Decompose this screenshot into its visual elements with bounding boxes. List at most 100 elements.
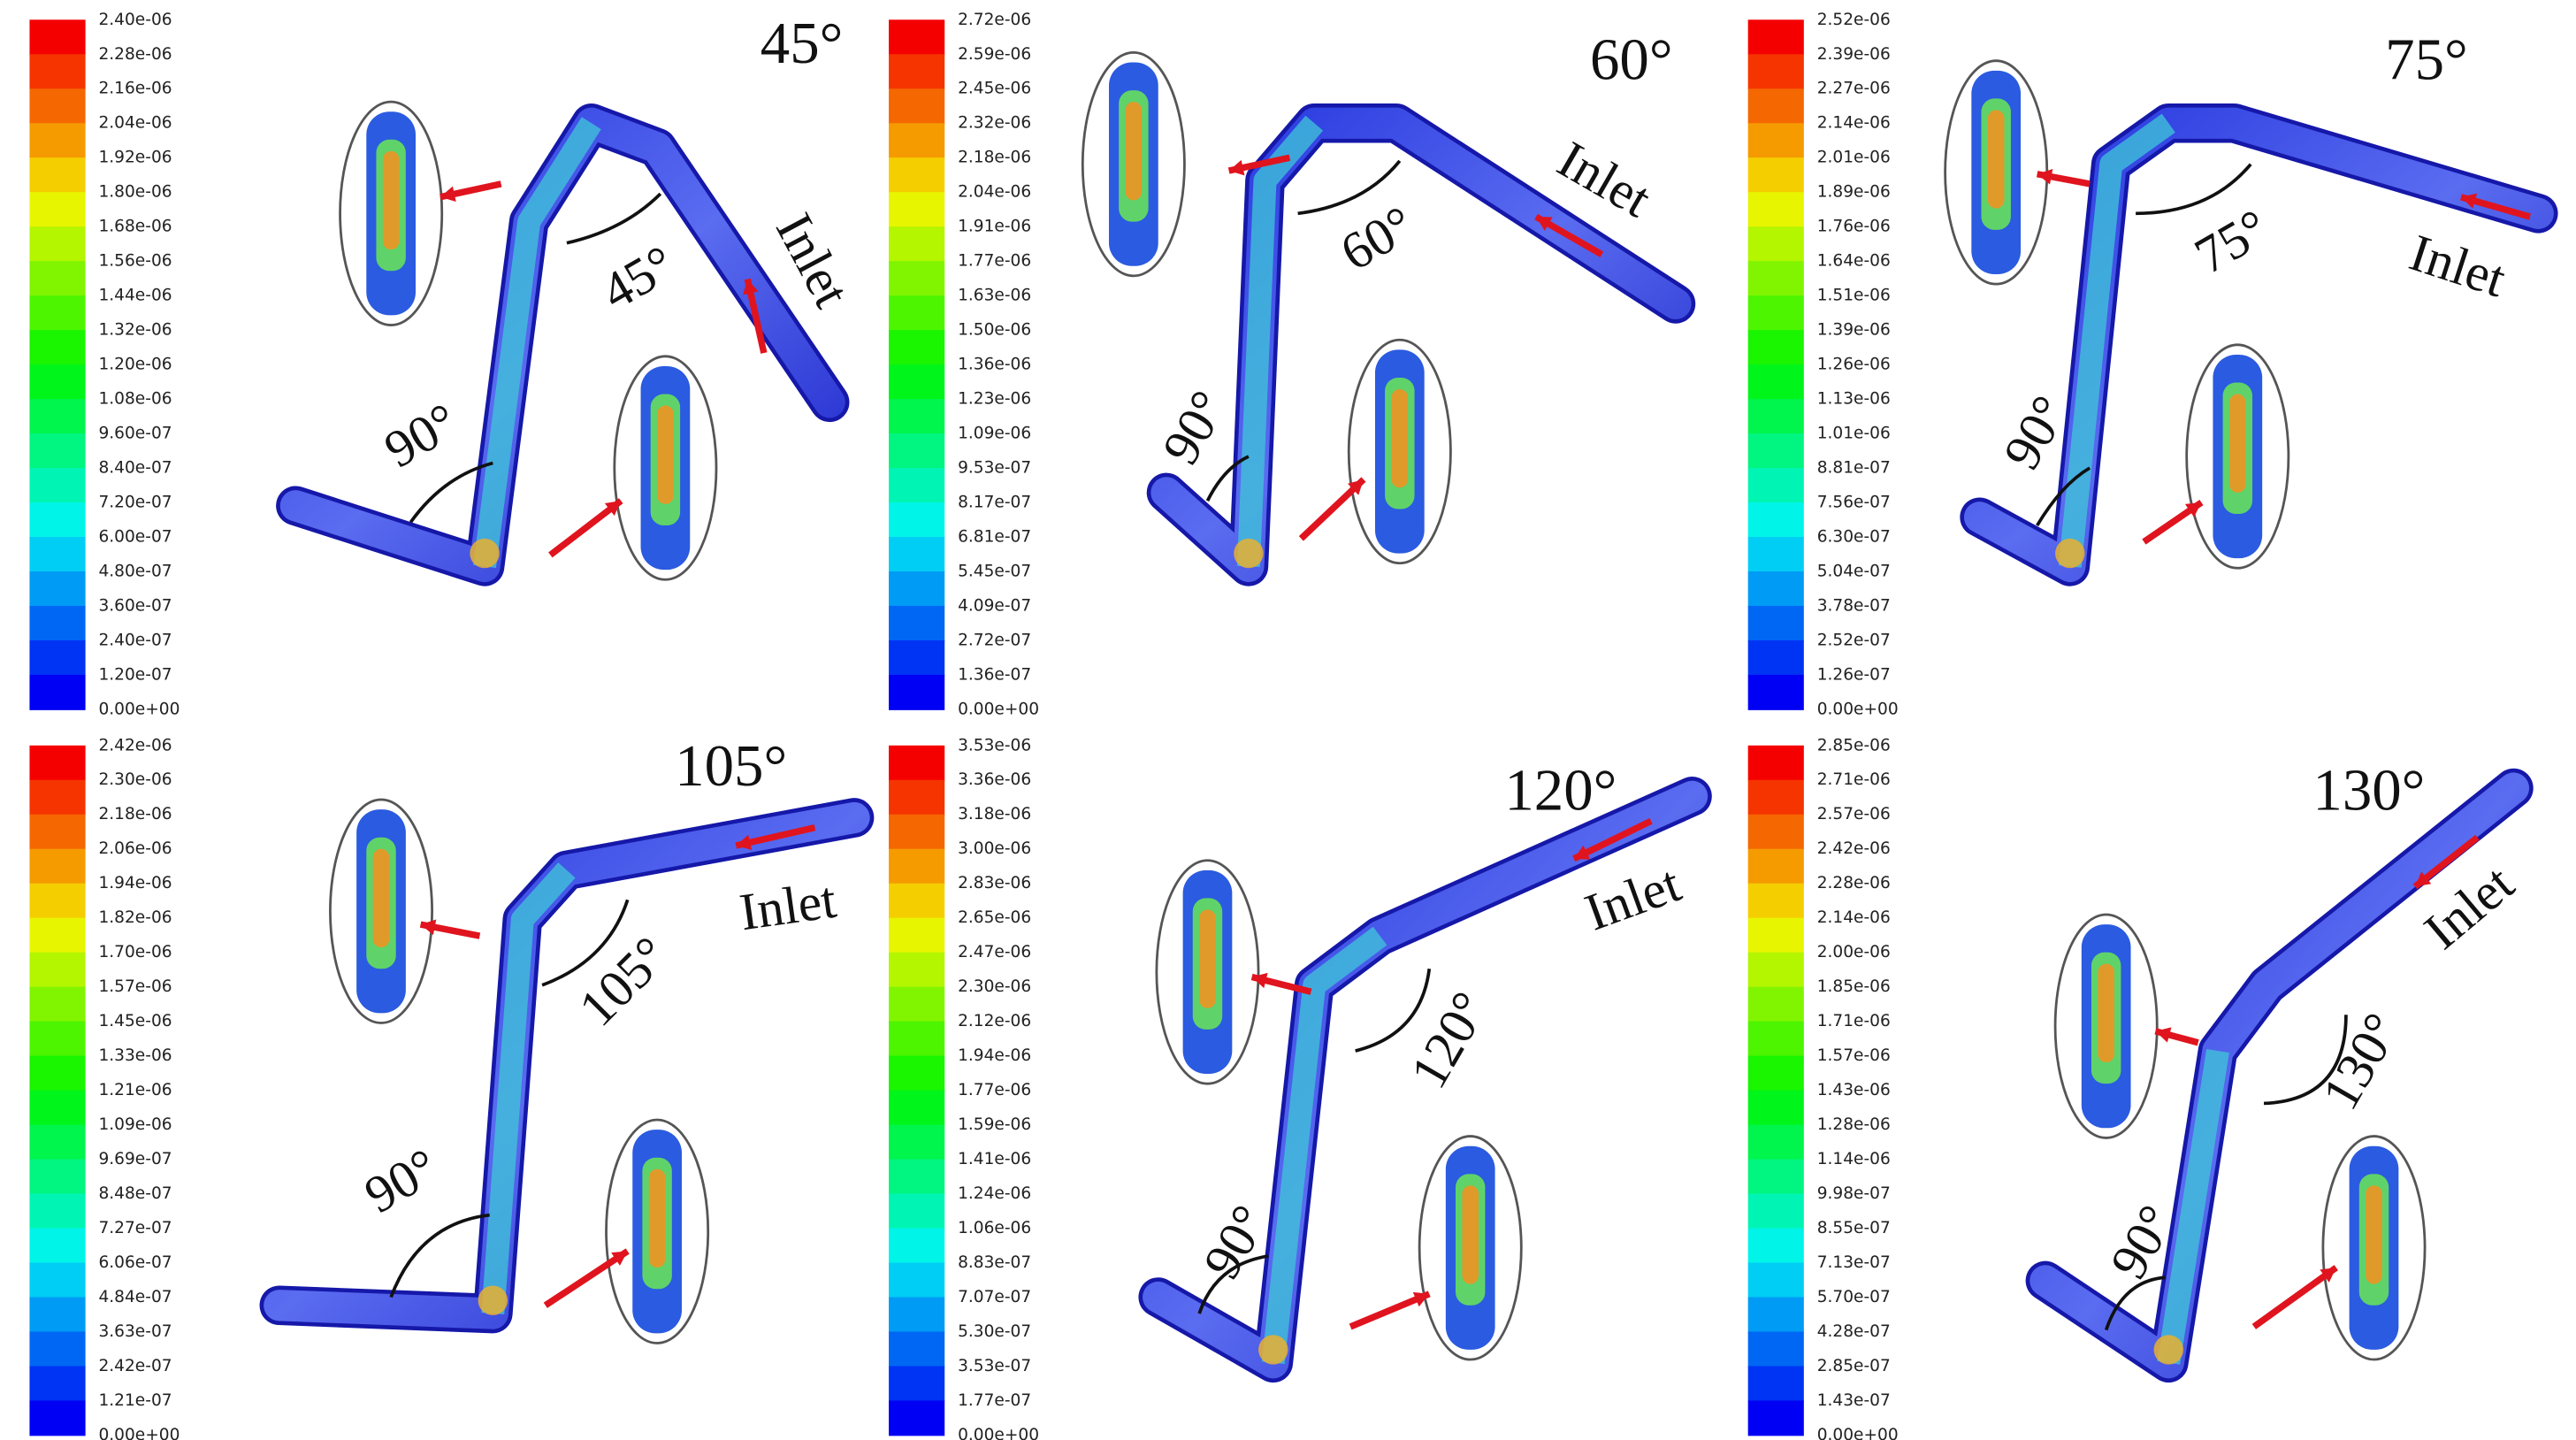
arrow-head xyxy=(611,1251,628,1266)
colorbar-band xyxy=(29,952,86,988)
colorbar-label: 1.94e-06 xyxy=(958,1046,1031,1065)
colorbar-label: 2.72e-06 xyxy=(958,11,1031,29)
colorbar-band xyxy=(1747,330,1804,366)
colorbar-label: 2.42e-07 xyxy=(98,1357,172,1375)
colorbar-band xyxy=(1747,192,1804,228)
colorbar-band xyxy=(1747,88,1804,125)
colorbar-band xyxy=(889,952,945,988)
arrow-head xyxy=(736,834,753,851)
colorbar-label: 1.57e-06 xyxy=(1817,1046,1891,1065)
colorbar-label: 3.78e-07 xyxy=(1817,596,1891,615)
arrow-head xyxy=(2414,871,2432,887)
colorbar-label: 4.84e-07 xyxy=(98,1288,172,1306)
colorbar-band xyxy=(1747,1331,1804,1367)
bend-angle: 120° xyxy=(1399,982,1500,1098)
colorbar-label: 1.76e-06 xyxy=(1817,218,1891,236)
colorbar-band xyxy=(1747,745,1804,781)
colorbar-label: 2.04e-06 xyxy=(98,114,172,133)
angle-arc xyxy=(389,1213,490,1298)
colorbar-band xyxy=(29,295,86,332)
arrow-head xyxy=(420,919,437,935)
colorbar-label: 1.26e-06 xyxy=(1817,356,1891,374)
inset-hot xyxy=(648,1168,666,1268)
colorbar-label: 8.81e-07 xyxy=(1817,459,1891,478)
inset-hot xyxy=(382,150,400,250)
colorbar-label: 1.85e-06 xyxy=(1817,977,1891,996)
colorbar-label: 7.27e-07 xyxy=(98,1219,172,1237)
angle-arc xyxy=(1197,1254,1269,1314)
panel-title: 120° xyxy=(1504,758,1617,823)
angle-arc xyxy=(409,461,493,524)
colorbar-band xyxy=(889,123,945,159)
colorbar-label: 2.72e-07 xyxy=(958,631,1031,649)
colorbar-label: 0.00e+00 xyxy=(98,700,180,718)
colorbar-label: 1.32e-06 xyxy=(98,321,172,340)
panel: 2.42e-06 2.30e-06 2.18e-06 2.06e-06 1.94e-06… xyxy=(29,733,875,1440)
colorbar-label: 9.60e-07 xyxy=(98,425,172,443)
colorbar-label: 1.21e-06 xyxy=(98,1081,172,1099)
panel-title: 75° xyxy=(2385,27,2468,93)
colorbar-band xyxy=(29,1090,86,1126)
colorbar-label: 2.16e-06 xyxy=(98,80,172,98)
arrow-head xyxy=(2184,502,2202,517)
colorbar-band xyxy=(1747,1228,1804,1264)
colorbar-band xyxy=(889,605,945,641)
colorbar-label: 2.14e-06 xyxy=(1817,908,1891,927)
inset-hot xyxy=(372,848,390,948)
colorbar-band xyxy=(29,917,86,954)
colorbar-band xyxy=(29,330,86,366)
colorbar-label: 2.18e-06 xyxy=(958,149,1031,167)
pipe-hot-spot xyxy=(2055,538,2085,569)
colorbar-label: 8.48e-07 xyxy=(98,1184,172,1203)
colorbar-label: 2.42e-06 xyxy=(98,736,172,754)
angle-arc xyxy=(2036,466,2091,526)
colorbar-label: 3.63e-07 xyxy=(98,1322,172,1341)
colorbar-band xyxy=(889,779,945,816)
colorbar-label: 4.80e-07 xyxy=(98,563,172,581)
arrow-head xyxy=(1412,1291,1430,1307)
colorbar-band xyxy=(889,1090,945,1126)
colorbar-label: 1.33e-06 xyxy=(98,1046,172,1065)
colorbar-label: 5.30e-07 xyxy=(958,1322,1031,1341)
colorbar-band xyxy=(1747,157,1804,194)
pipe-hot-zone xyxy=(1261,926,1387,1365)
colorbar-label: 1.63e-06 xyxy=(958,287,1031,305)
inlet-label: Inlet xyxy=(2403,223,2512,309)
colorbar-label: 2.85e-07 xyxy=(1817,1357,1891,1375)
pipe-hot-zone xyxy=(2157,1049,2229,1365)
colorbar-label: 1.21e-07 xyxy=(98,1391,172,1410)
bend-angle: 105° xyxy=(568,925,680,1037)
colorbar-label: 6.06e-07 xyxy=(98,1253,172,1272)
colorbar-label: 3.36e-06 xyxy=(958,770,1031,789)
colorbar-band xyxy=(1747,1021,1804,1057)
angle-arc xyxy=(2104,1275,2166,1331)
colorbar-band xyxy=(1747,226,1804,263)
colorbar-band xyxy=(889,1124,945,1160)
colorbar-label: 2.42e-06 xyxy=(1817,839,1891,858)
inset-hot xyxy=(2098,963,2114,1063)
colorbar-band xyxy=(889,1400,945,1436)
colorbar-label: 1.68e-06 xyxy=(98,218,172,236)
elbow-angle: 90° xyxy=(375,392,468,479)
inlet-label: Inlet xyxy=(1578,854,1688,941)
pipe-hot-spot xyxy=(1234,538,1264,569)
colorbar-label: 1.57e-06 xyxy=(98,977,172,996)
inset-hot xyxy=(2229,394,2246,493)
colorbar-label: 1.70e-06 xyxy=(98,943,172,961)
colorbar-label: 8.40e-07 xyxy=(98,459,172,478)
angle-arc xyxy=(541,899,630,987)
colorbar-label: 4.28e-07 xyxy=(1817,1322,1891,1341)
colorbar-label: 9.53e-07 xyxy=(958,459,1031,478)
colorbar-band xyxy=(1747,19,1804,56)
colorbar-band xyxy=(889,1021,945,1057)
colorbar-label: 1.91e-06 xyxy=(958,218,1031,236)
colorbar-band xyxy=(29,1159,86,1195)
colorbar-label: 1.50e-06 xyxy=(958,321,1031,340)
arrow-head xyxy=(1251,972,1268,989)
angle-arc xyxy=(566,192,662,245)
colorbar-label: 8.83e-07 xyxy=(958,1253,1031,1272)
colorbar-band xyxy=(29,848,86,885)
pipe-hot-spot xyxy=(478,1285,508,1315)
colorbar-label: 2.52e-06 xyxy=(1817,11,1891,29)
colorbar-label: 1.89e-06 xyxy=(1817,183,1891,202)
